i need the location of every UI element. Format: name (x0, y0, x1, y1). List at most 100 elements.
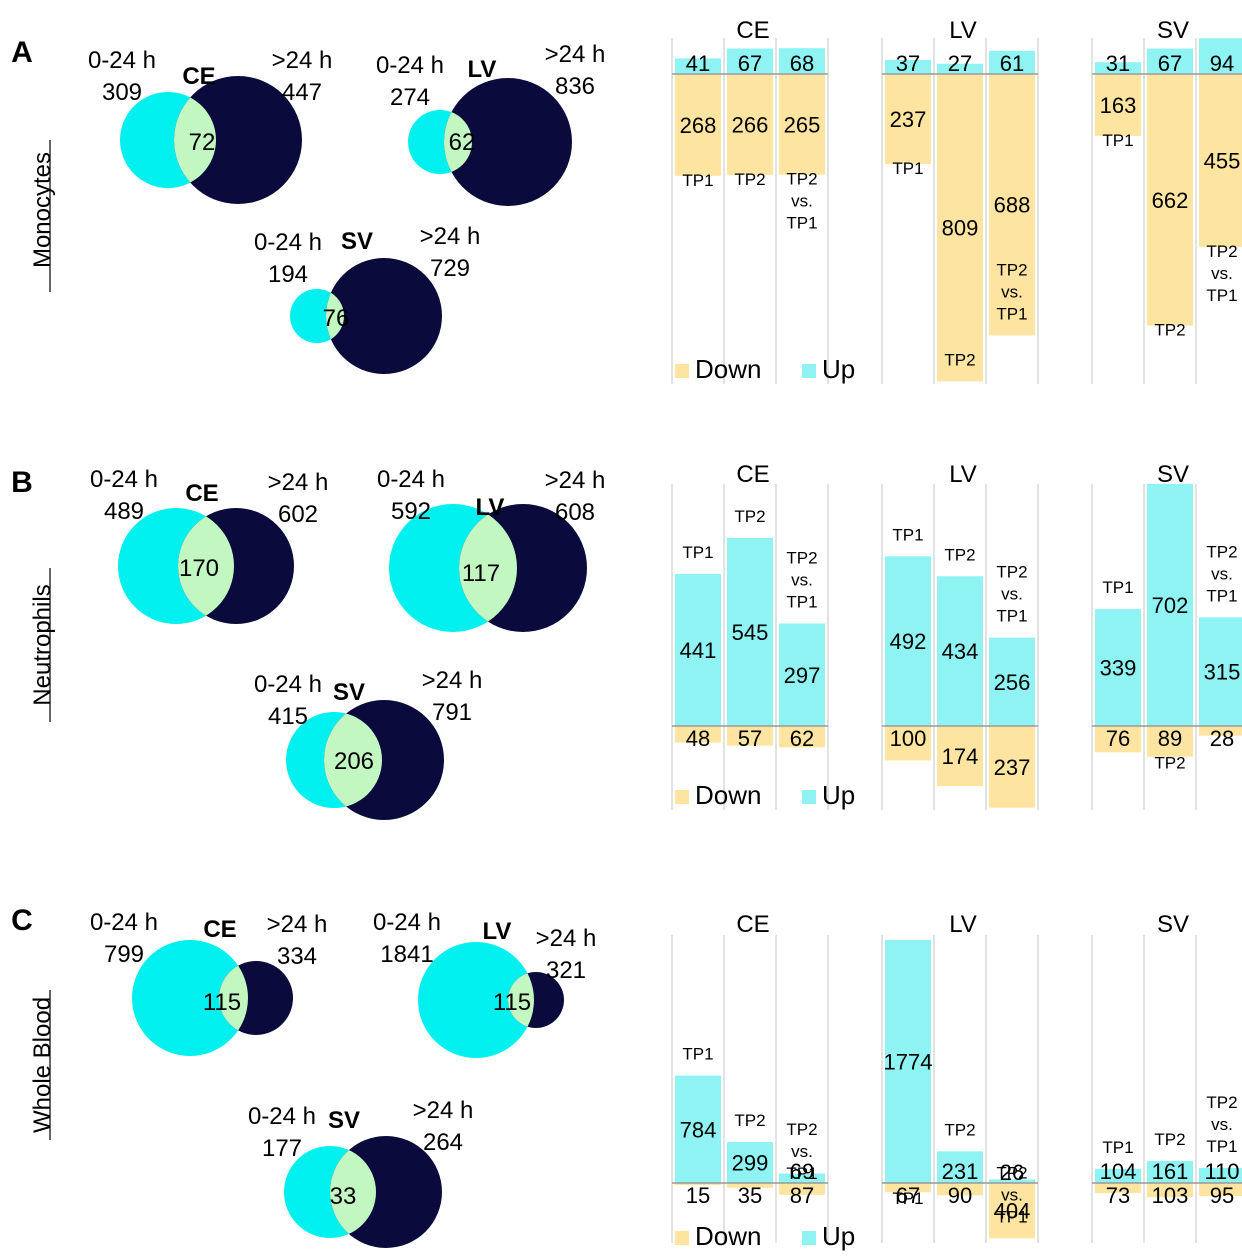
category-label: TP1 (996, 607, 1027, 626)
venn-C-SV: SV 0-24 h 177 >24 h 264 33 (248, 1097, 473, 1248)
data-label-down: 266 (732, 113, 769, 138)
data-label-up: 434 (942, 639, 979, 664)
bar-down (937, 726, 983, 787)
venn-early-label: 0-24 h (248, 1103, 316, 1130)
legend-up-label: Up (822, 1221, 855, 1251)
bar-up (885, 59, 931, 74)
bar-up (885, 939, 931, 1183)
venn-overlap-count: 117 (462, 560, 500, 587)
venn-early-count: 194 (268, 261, 308, 288)
legend-swatch-up (802, 364, 816, 378)
cell-type-label: Monocytes (29, 152, 56, 268)
venn-early-count: 415 (268, 703, 308, 730)
category-label: TP2 (734, 1111, 765, 1130)
bar-up (937, 1151, 983, 1183)
venn-late-count: 602 (278, 501, 318, 528)
chart-title: CE (736, 911, 769, 938)
venn-late-circle (326, 258, 442, 374)
bar-down (937, 74, 983, 382)
venn-overlap-count: 115 (493, 989, 531, 1016)
legend-C: Down Up (675, 1221, 855, 1251)
category-label: vs. (1001, 1185, 1023, 1204)
category-label: TP2 (996, 1163, 1027, 1182)
bar-chart-B-SV: SV 339 76 TP1 702 89 TP2 315 28 TP2 vs. TP1 (1091, 461, 1242, 810)
bar-down (727, 74, 773, 176)
venn-overlap-count: 62 (449, 129, 476, 156)
venn-early-label: 0-24 h (254, 671, 322, 698)
venn-overlap-region (219, 961, 248, 1035)
data-label-up: 41 (686, 51, 710, 76)
venn-overlap-region (508, 972, 534, 1028)
venn-overlap-region (459, 504, 517, 632)
bar-up (727, 1142, 773, 1183)
venn-tissue-label: SV (341, 228, 373, 255)
data-label-up: 37 (896, 51, 920, 76)
category-label: TP2 (1154, 754, 1185, 773)
data-label-up: 27 (948, 51, 972, 76)
data-label-down: 455 (1204, 148, 1241, 173)
chart-title: SV (1157, 17, 1189, 44)
category-label: TP2 (944, 545, 975, 564)
bar-up (1147, 48, 1193, 74)
data-label-down: 57 (738, 726, 762, 751)
data-label-up: 784 (680, 1117, 717, 1142)
venn-overlap-count: 206 (334, 748, 374, 775)
bar-down (1095, 726, 1141, 753)
bar-up (1095, 62, 1141, 74)
venn-late-label: >24 h (422, 667, 483, 694)
bar-down (779, 726, 825, 748)
bar-chart-B-LV: LV 492 100 TP1 434 174 TP2 256 237 TP2 vs. TP1 (881, 461, 1039, 810)
legend-up-label: Up (822, 780, 855, 810)
category-label: TP2 (1154, 321, 1185, 340)
venn-early-count: 489 (104, 498, 144, 525)
chart-title: SV (1157, 911, 1189, 938)
data-label-up: 68 (790, 51, 814, 76)
venn-overlap-region (324, 712, 382, 808)
data-label-up: 94 (1210, 51, 1234, 76)
venn-overlap-count: 76 (323, 305, 350, 332)
bar-down (1199, 726, 1242, 736)
data-label-down: 89 (1158, 726, 1182, 751)
bar-down (779, 74, 825, 175)
data-label-up: 69 (790, 1159, 814, 1184)
chart-title: LV (949, 911, 977, 938)
venn-late-count: 447 (282, 79, 322, 106)
venn-late-count: 836 (555, 73, 595, 100)
bar-down (937, 1183, 983, 1196)
category-label: TP1 (892, 1189, 923, 1208)
category-label: TP2 (996, 260, 1027, 279)
legend-swatch-down (675, 790, 689, 804)
data-label-down: 15 (686, 1183, 710, 1208)
category-label: TP1 (682, 171, 713, 190)
data-label-up: 31 (1106, 51, 1130, 76)
bar-down (727, 726, 773, 746)
bar-up (989, 50, 1035, 74)
bar-up (1199, 38, 1242, 74)
bar-down (1199, 1183, 1242, 1197)
legend-swatch-up (802, 790, 816, 804)
chart-title: CE (736, 461, 769, 488)
venn-late-count: 729 (430, 255, 470, 282)
category-label: TP2 (1206, 242, 1237, 261)
category-label: TP2 (734, 170, 765, 189)
venn-A-CE: CE 0-24 h 309 >24 h 447 72 (88, 47, 332, 204)
bar-down (675, 1183, 721, 1186)
bar-chart-A-CE: CE 41 268 TP1 67 266 TP2 68 265 TP2 vs. TP1 (671, 17, 829, 384)
data-label-up: 110 (1204, 1159, 1239, 1184)
bar-up (937, 576, 983, 726)
category-label: TP1 (1102, 578, 1133, 597)
category-label: TP2 (1206, 1093, 1237, 1112)
chart-title: CE (736, 17, 769, 44)
category-label: vs. (791, 571, 813, 590)
bar-up (779, 1173, 825, 1183)
data-label-down: 76 (1106, 726, 1130, 751)
data-label-down: 268 (680, 113, 717, 138)
venn-tissue-label: CE (182, 63, 215, 90)
data-label-down: 163 (1100, 93, 1137, 118)
data-label-up: 61 (1000, 51, 1024, 76)
venn-late-label: >24 h (545, 467, 606, 494)
data-label-up: 297 (784, 663, 821, 688)
category-label: TP1 (786, 593, 817, 612)
